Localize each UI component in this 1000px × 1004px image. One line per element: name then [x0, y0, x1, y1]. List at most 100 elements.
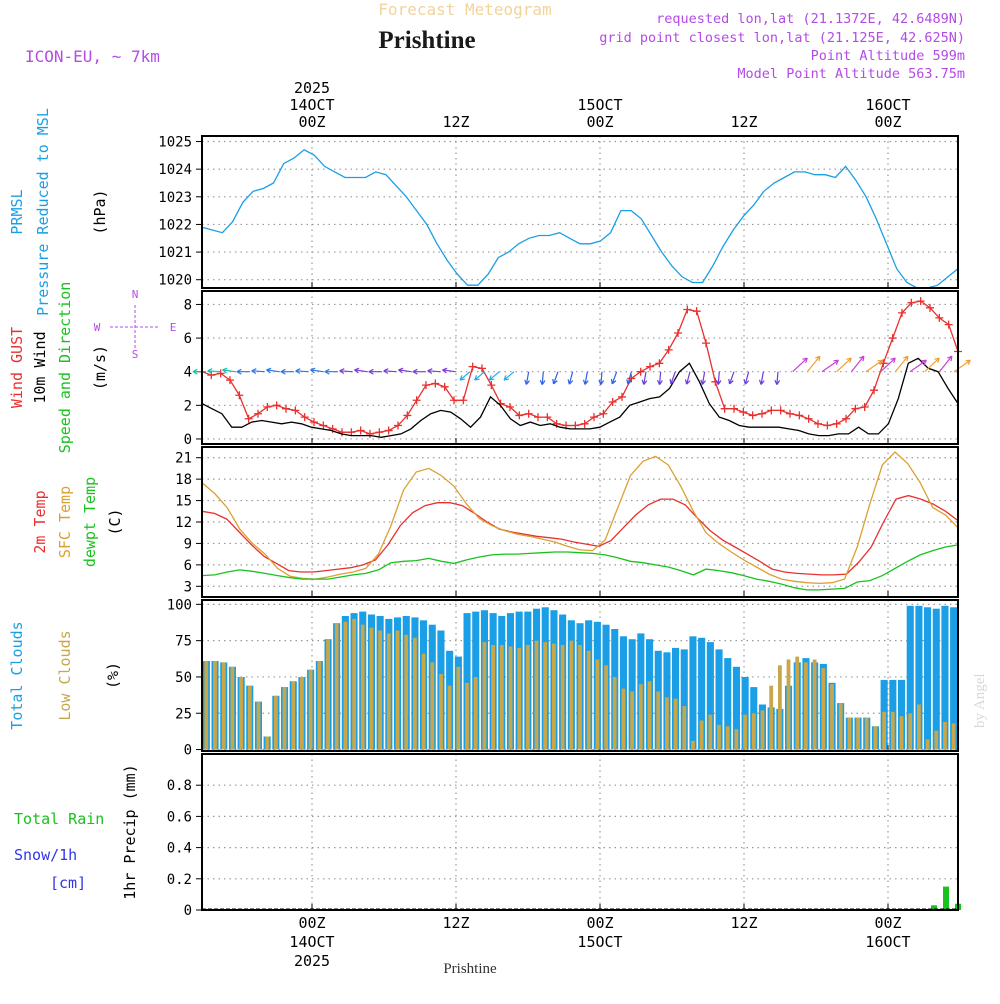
cloud-bar [247, 685, 252, 750]
cloud-bar [743, 714, 747, 750]
ylabel-line: 10m Wind [31, 331, 49, 403]
gust-marker [216, 369, 225, 378]
ytick-label: 75 [175, 634, 192, 650]
gust-marker [823, 421, 832, 430]
cloud-bar [873, 726, 878, 750]
wind-direction-arrow [865, 359, 883, 373]
gust-marker [907, 298, 916, 307]
cloud-bar [560, 645, 565, 750]
cloud-bar [741, 677, 749, 750]
gust-marker [916, 297, 925, 306]
wind-direction-arrow [398, 367, 412, 374]
gust-marker [935, 313, 944, 322]
model-altitude: Model Point Altitude 563.75m [737, 66, 965, 82]
wind-direction-arrow [539, 371, 546, 385]
model-label: ICON-EU, ~ 7km [25, 47, 160, 66]
ytick-label: 4 [184, 365, 192, 381]
ylabel-line: dewpt Temp [81, 477, 99, 567]
gust-marker [319, 421, 328, 430]
cloud-bar [265, 736, 270, 750]
wind-direction-arrow [924, 357, 940, 373]
ytick-label: 21 [175, 451, 192, 467]
wind-direction-arrow [758, 371, 765, 385]
footer-station: Prishtine [443, 961, 497, 977]
cloud-bar [915, 605, 923, 750]
cloud-bar [691, 740, 695, 750]
wind-direction-arrow [488, 371, 500, 381]
cloud-bar [569, 640, 574, 750]
gust-marker [459, 396, 468, 405]
ytick-label: 12 [175, 515, 192, 531]
wind-direction-arrow [909, 359, 927, 373]
cloud-bar [421, 653, 426, 750]
cloud-bar [698, 637, 706, 750]
gust-marker [664, 345, 673, 354]
cloud-bar [352, 618, 356, 750]
top-time-label: 00Z [874, 113, 901, 131]
grid-point-coords: grid point closest lon,lat (21.125E, 42.… [599, 30, 965, 46]
wind-direction-arrow [656, 371, 663, 385]
gust-marker [730, 404, 738, 413]
cloud-bar [925, 739, 930, 750]
cloud-bar [786, 659, 791, 750]
cloud-bar [638, 684, 643, 750]
gust-marker [366, 429, 374, 438]
cloud-bar [465, 682, 469, 750]
ytick-label: 6 [184, 558, 192, 574]
cloud-bar [395, 630, 400, 750]
ytick-label: 0 [184, 432, 192, 448]
cloud-bar [778, 665, 782, 750]
cloud-bar [343, 621, 348, 750]
cloud-bar [689, 636, 697, 750]
wind-direction-arrow [836, 357, 852, 373]
bottom-time-label: 12Z [442, 914, 469, 932]
compass-cross [110, 305, 160, 349]
top-year-label: 2025 [294, 79, 330, 97]
gust-marker [870, 386, 878, 395]
bottom-date-label: 16OCT [865, 933, 910, 951]
gust-marker [739, 408, 748, 417]
gust-marker [580, 419, 589, 428]
top-date-label: 15OCT [577, 96, 622, 114]
cloud-bar [326, 639, 330, 750]
cloud-bar [924, 607, 932, 750]
cloud-bar [932, 608, 940, 750]
wind-direction-arrow [295, 368, 309, 374]
gust-marker [618, 392, 626, 401]
wind-direction-arrow [427, 368, 441, 374]
cloud-bar [230, 666, 235, 750]
gust-marker [468, 362, 477, 371]
series-line-2m-temp [201, 494, 959, 576]
cloud-bar [715, 649, 723, 750]
cloud-bar [456, 666, 461, 750]
gust-marker [282, 404, 290, 413]
wind-direction-arrow [207, 368, 221, 374]
cloud-bar [282, 687, 287, 750]
cloud-bar [447, 685, 452, 750]
ytick-label: 1025 [158, 135, 192, 151]
gust-marker [832, 419, 841, 428]
wind-direction-arrow [339, 368, 353, 374]
wind-direction-arrow [598, 371, 605, 385]
gust-marker [338, 428, 346, 437]
cloud-bar [552, 643, 556, 750]
gust-marker [300, 413, 309, 422]
cloud-bar [439, 674, 443, 750]
ytick-label: 1024 [158, 162, 192, 178]
gust-marker [384, 426, 393, 435]
gust-marker [524, 409, 533, 418]
gust-marker [636, 367, 645, 376]
ytick-label: 6 [184, 331, 192, 347]
cloud-bar [899, 716, 904, 750]
ylabel-line: Speed and Direction [56, 282, 74, 454]
cloud-bar [491, 645, 495, 750]
wind-direction-arrow [324, 368, 338, 375]
cloud-bar [647, 681, 652, 750]
wind-direction-arrow [552, 371, 559, 385]
cloud-bar [717, 724, 721, 750]
wind-direction-arrow [700, 371, 707, 385]
cloud-bar [534, 640, 539, 750]
point-altitude: Point Altitude 599m [811, 48, 965, 64]
gust-marker [403, 411, 412, 420]
